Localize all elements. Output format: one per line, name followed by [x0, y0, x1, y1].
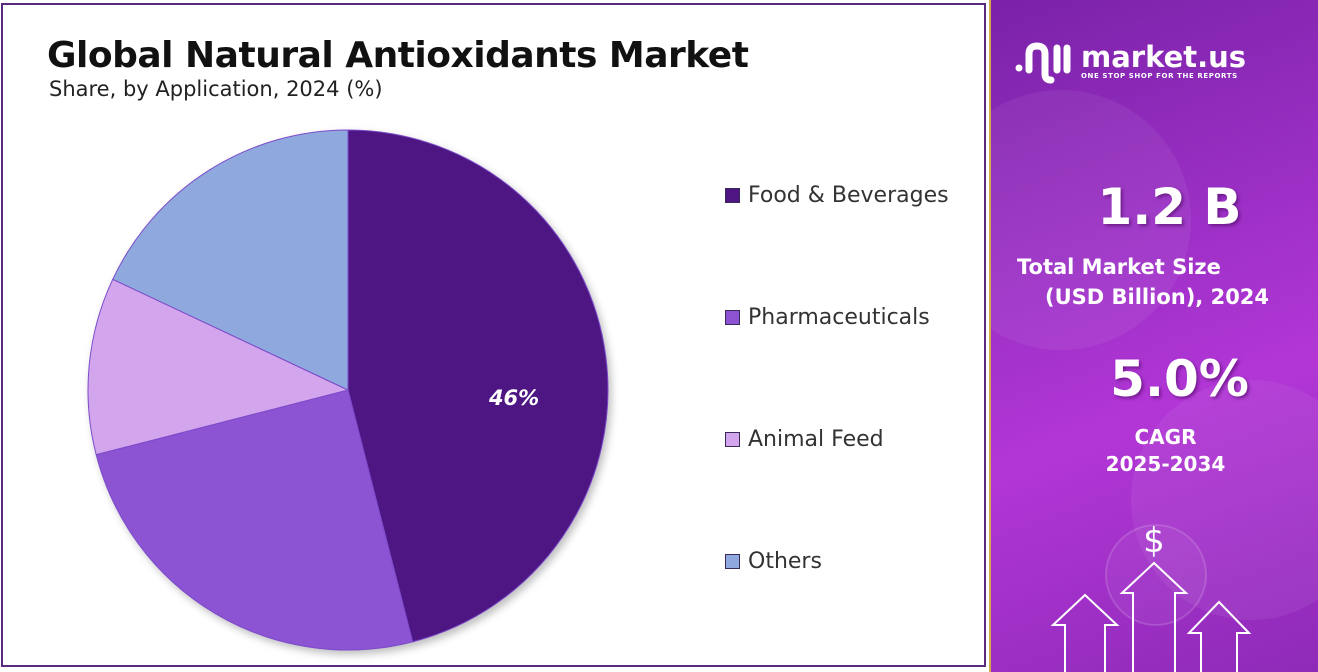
- legend-label: Pharmaceuticals: [748, 304, 930, 330]
- chart-subtitle: Share, by Application, 2024 (%): [49, 77, 383, 101]
- legend-swatch: [725, 187, 740, 203]
- legend-swatch: [725, 309, 740, 325]
- data-label: 46%: [488, 386, 539, 410]
- stats-side-panel: market.us ONE STOP SHOP FOR THE REPORTS …: [989, 0, 1318, 672]
- background-decoration: [1131, 380, 1318, 620]
- pie-slice-food-beverages: [347, 129, 609, 643]
- background-decoration: [991, 90, 1191, 350]
- pie-slice-pharmaceuticals: [95, 389, 414, 651]
- up-arrow-icon: [1050, 593, 1120, 672]
- legend-label: Others: [748, 548, 822, 574]
- cagr-label: CAGR: [1134, 425, 1197, 449]
- pie-slice-others: [112, 129, 349, 391]
- market-size-label: Total Market Size: [1017, 255, 1221, 279]
- legend-label: Animal Feed: [748, 426, 884, 452]
- cagr-value: 5.0%: [1110, 350, 1249, 408]
- legend: Food & Beverages Pharmaceuticals Animal …: [725, 175, 949, 663]
- logo-icon: [1015, 42, 1071, 84]
- cagr-period-label: 2025-2034: [1105, 452, 1226, 476]
- up-arrow-icon: [1119, 561, 1189, 672]
- pie-chart: 46%: [87, 129, 609, 651]
- pie-slice-animal-feed: [87, 278, 350, 456]
- growth-illustration: $: [1050, 521, 1252, 672]
- chart-title: Global Natural Antioxidants Market: [47, 35, 749, 76]
- legend-swatch: [725, 431, 740, 447]
- brand-logo[interactable]: market.us ONE STOP SHOP FOR THE REPORTS: [1011, 38, 1246, 84]
- brand-tagline: ONE STOP SHOP FOR THE REPORTS: [1081, 72, 1238, 80]
- dollar-icon: $: [1143, 521, 1165, 561]
- up-arrow-icon: [1186, 600, 1252, 672]
- market-size-unit-label: (USD Billion), 2024: [1045, 285, 1270, 309]
- legend-item: Pharmaceuticals: [725, 297, 949, 337]
- legend-label: Food & Beverages: [748, 182, 949, 208]
- legend-swatch: [725, 553, 740, 569]
- brand-name: market.us: [1081, 40, 1247, 74]
- legend-item: Animal Feed: [725, 419, 949, 459]
- chart-panel: Global Natural Antioxidants Market Share…: [1, 3, 986, 667]
- legend-item: Others: [725, 541, 949, 581]
- market-size-value: 1.2 B: [1097, 178, 1242, 236]
- legend-item: Food & Beverages: [725, 175, 949, 215]
